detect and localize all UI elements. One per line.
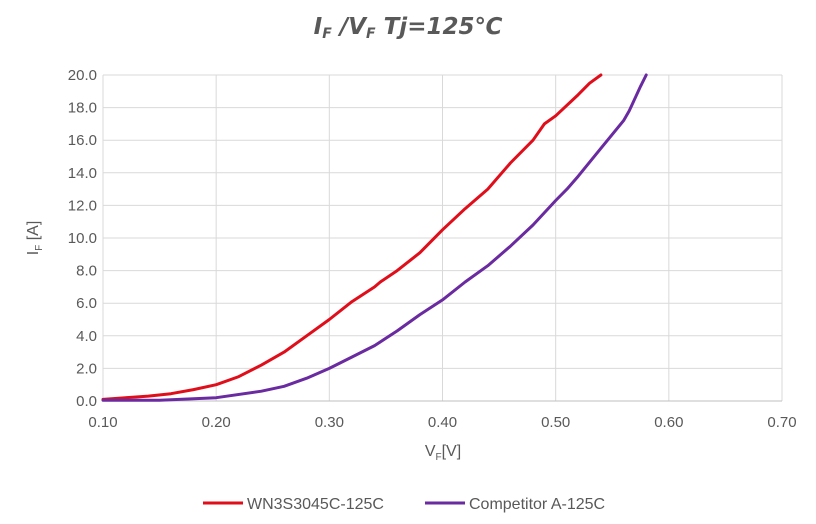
y-tick-label: 18.0 xyxy=(68,100,97,117)
grid-lines xyxy=(102,74,783,402)
series-line-2 xyxy=(101,73,648,402)
title-i: I xyxy=(313,14,323,40)
x-tick-label: 0.60 xyxy=(654,414,683,431)
y-axis-label-main: I xyxy=(25,251,42,255)
y-axis-label-sub: F xyxy=(34,245,45,251)
x-axis-label: VF[V] xyxy=(425,443,461,463)
x-tick-label: 0.50 xyxy=(541,414,570,431)
y-tick-label: 4.0 xyxy=(76,328,97,345)
x-tick-label: 0.20 xyxy=(202,414,231,431)
title-sub-f2: F xyxy=(366,26,376,42)
legend-label-series-1: WN3S3045C-125C xyxy=(247,496,384,513)
x-tick-label: 0.40 xyxy=(428,414,457,431)
legend: WN3S3045C-125C Competitor A-125C xyxy=(203,496,605,513)
title-rest: Tj=125℃ xyxy=(375,14,503,40)
y-tick-labels: 0.0 2.0 4.0 6.0 8.0 10.0 12.0 14.0 16.0 18.0 20.0 xyxy=(68,67,97,410)
y-tick-label: 8.0 xyxy=(76,263,97,280)
x-tick-label: 0.10 xyxy=(88,414,117,431)
x-tick-labels: 0.10 0.20 0.30 0.40 0.50 0.60 0.70 xyxy=(88,414,796,431)
y-tick-label: 0.0 xyxy=(76,393,97,410)
y-tick-label: 6.0 xyxy=(76,295,97,312)
title-sub-f1: F xyxy=(322,26,332,42)
x-tick-label: 0.30 xyxy=(315,414,344,431)
x-axis-label-sub: F xyxy=(436,452,442,463)
series-line-1 xyxy=(101,73,603,401)
x-axis-label-main: V xyxy=(425,443,436,460)
y-tick-label: 12.0 xyxy=(68,197,97,214)
y-tick-label: 16.0 xyxy=(68,132,97,149)
x-tick-label: 0.70 xyxy=(767,414,796,431)
title-slash-v: /V xyxy=(331,14,367,40)
y-axis-label: IF [A] xyxy=(25,221,45,256)
chart-title: IF /VF Tj=125℃ xyxy=(0,14,816,42)
legend-label-series-2: Competitor A-125C xyxy=(469,496,605,513)
series-layer xyxy=(101,73,648,402)
x-axis-label-unit: [V] xyxy=(442,443,462,460)
y-tick-label: 2.0 xyxy=(76,360,97,377)
y-tick-label: 10.0 xyxy=(68,230,97,247)
y-tick-label: 20.0 xyxy=(68,67,97,84)
y-tick-label: 14.0 xyxy=(68,165,97,182)
y-axis-label-unit: [A] xyxy=(25,221,42,245)
